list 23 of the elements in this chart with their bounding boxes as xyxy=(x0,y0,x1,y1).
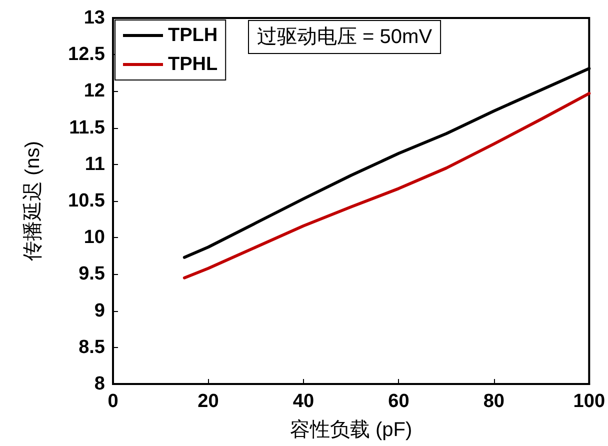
y-tick-label: 8.5 xyxy=(78,336,106,358)
x-tick-label: 60 xyxy=(388,391,410,412)
y-tick-label: 10.5 xyxy=(68,190,106,212)
y-axis-title: 传播延迟 (ns) xyxy=(22,141,44,261)
x-tick-label: 0 xyxy=(108,391,118,412)
y-tick-label: 12.5 xyxy=(68,44,106,66)
annotation: 过驱动电压 = 50mV xyxy=(257,26,433,48)
legend-label: TPHL xyxy=(168,54,218,75)
y-tick-label: 13 xyxy=(84,8,105,28)
x-tick-label: 20 xyxy=(198,391,219,412)
line-series xyxy=(182,92,591,280)
x-tick-label: 40 xyxy=(292,391,314,412)
y-tick-label: 10 xyxy=(84,227,105,248)
legend-label: TPLH xyxy=(168,25,218,46)
y-tick-label: 8 xyxy=(94,374,105,394)
x-axis-title: 容性负载 (pF) xyxy=(290,419,412,441)
x-tick-label: 100 xyxy=(573,391,605,412)
y-tick-label: 11 xyxy=(84,154,106,175)
y-tick-label: 11.5 xyxy=(69,117,106,138)
y-tick-label: 12 xyxy=(84,80,105,102)
y-tick-label: 9.5 xyxy=(78,264,106,285)
y-tick-label: 9 xyxy=(94,300,105,322)
x-tick-label: 80 xyxy=(483,391,504,412)
